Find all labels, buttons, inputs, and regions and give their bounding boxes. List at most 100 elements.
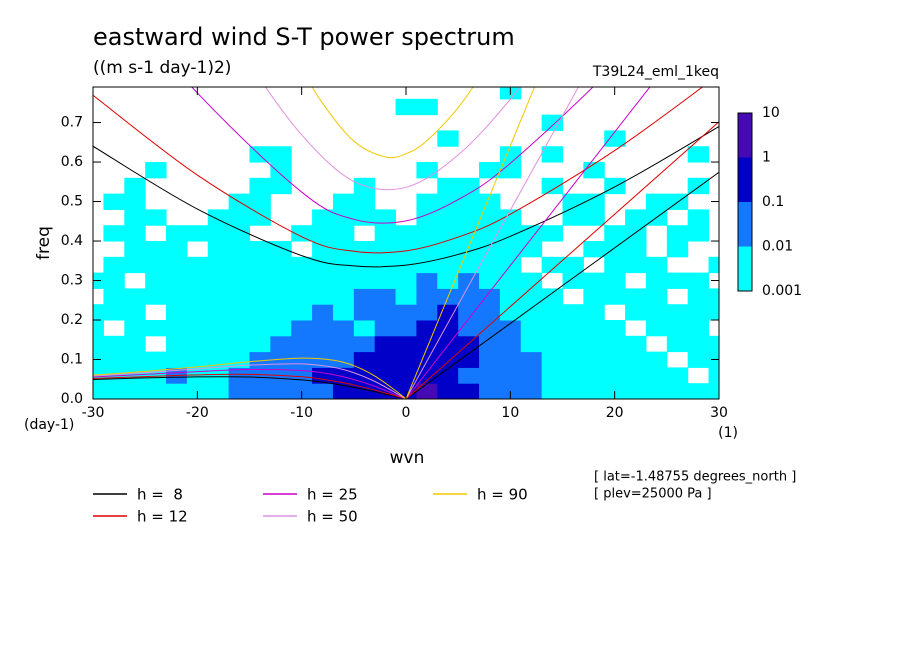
contour-cell — [332, 320, 355, 337]
contour-cell — [228, 241, 250, 258]
contour-cell — [374, 351, 397, 368]
contour-cell — [645, 320, 668, 337]
contour-cell — [520, 383, 543, 399]
contour-cell — [416, 193, 438, 210]
contour-cell — [416, 256, 438, 274]
contour-cell — [479, 241, 501, 258]
contour-cell — [270, 177, 292, 195]
contour-cell — [374, 225, 397, 242]
contour-cell — [103, 288, 125, 305]
contour-cell — [249, 335, 271, 353]
contour-cell — [562, 367, 584, 384]
contour-cell — [562, 320, 584, 337]
contour-cell — [562, 335, 584, 353]
contour-cell — [249, 256, 271, 274]
contour-cell — [625, 256, 647, 274]
contour-cell — [395, 320, 417, 337]
contour-cell — [270, 162, 292, 179]
contour-cell — [479, 304, 501, 321]
contour-cell — [249, 383, 271, 399]
contour-cell — [479, 351, 501, 368]
y-tick-label: 0.1 — [61, 352, 83, 368]
contour-cell — [520, 351, 543, 368]
contour-cell — [645, 272, 668, 289]
contour-cell — [207, 335, 230, 353]
contour-cell — [249, 367, 271, 384]
x-tick-label: 20 — [606, 405, 624, 421]
contour-cell — [562, 272, 584, 289]
contour-cell — [666, 367, 689, 384]
contour-cell — [499, 367, 522, 384]
contour-cell — [395, 335, 417, 353]
contour-cell — [186, 272, 209, 289]
contour-cell — [458, 383, 480, 399]
contour-cell — [437, 209, 459, 226]
contour-cell — [228, 304, 250, 321]
x-tick-label: 30 — [710, 405, 728, 421]
contour-cell — [604, 272, 626, 289]
contour-cell — [166, 256, 188, 274]
contour-cell — [270, 383, 292, 399]
contour-cell — [291, 272, 313, 289]
contour-cell — [207, 383, 230, 399]
contour-cell — [479, 383, 501, 399]
colorbar-segment — [738, 246, 752, 291]
contour-cell — [124, 304, 146, 321]
contour-cell — [645, 288, 668, 305]
contour-cell — [374, 209, 397, 226]
contour-cell — [374, 288, 397, 305]
colorbar-label: 10 — [762, 105, 780, 121]
contour-cell — [666, 241, 689, 258]
contour-cell — [416, 351, 438, 368]
contour-cell — [458, 193, 480, 210]
contour-cell — [270, 146, 292, 163]
contour-cell — [332, 193, 355, 210]
contour-cell — [145, 288, 167, 305]
y-tick-label: 0.6 — [61, 154, 83, 170]
y-tick-label: 0.3 — [61, 273, 83, 289]
contour-cell — [520, 272, 543, 289]
contour-cell — [479, 335, 501, 353]
contour-cell — [645, 304, 668, 321]
contour-cell — [562, 256, 584, 274]
contour-cell — [625, 304, 647, 321]
contour-cell — [583, 351, 605, 368]
contour-cell — [666, 225, 689, 242]
contour-cell — [270, 272, 292, 289]
contour-cell — [207, 272, 230, 289]
contour-cell — [625, 288, 647, 305]
contour-cell — [479, 288, 501, 305]
contour-cell — [332, 351, 355, 368]
contour-cell — [437, 367, 459, 384]
contour-cell — [437, 256, 459, 274]
contour-cell — [583, 209, 605, 226]
contour-cell — [166, 225, 188, 242]
contour-cell — [520, 320, 543, 337]
contour-cell — [186, 225, 209, 242]
contour-cell — [124, 193, 146, 210]
contour-cell — [374, 335, 397, 353]
contour-cell — [166, 241, 188, 258]
contour-cell — [562, 209, 584, 226]
dispersion-curve — [405, 171, 719, 399]
contour-cell — [207, 304, 230, 321]
contour-cell — [186, 335, 209, 353]
legend-label: h = 12 — [137, 508, 188, 526]
contour-cell — [249, 193, 271, 210]
contour-cell — [145, 320, 167, 337]
colorbar-segment — [738, 202, 752, 247]
contour-cell — [625, 383, 647, 399]
contour-cell — [249, 288, 271, 305]
contour-cell — [312, 225, 334, 242]
dispersion-curve — [93, 363, 407, 399]
legend-label: h = 25 — [307, 486, 358, 504]
dispersion-curve — [405, 87, 651, 399]
contour-cell — [332, 288, 355, 305]
chart-subtitle: ((m s-1 day-1)2) — [93, 58, 231, 78]
contour-cell — [353, 272, 376, 289]
contour-cell — [479, 320, 501, 337]
contour-cell — [687, 320, 710, 337]
contour-cell — [645, 383, 668, 399]
contour-cell — [312, 335, 334, 353]
contour-cell — [458, 256, 480, 274]
